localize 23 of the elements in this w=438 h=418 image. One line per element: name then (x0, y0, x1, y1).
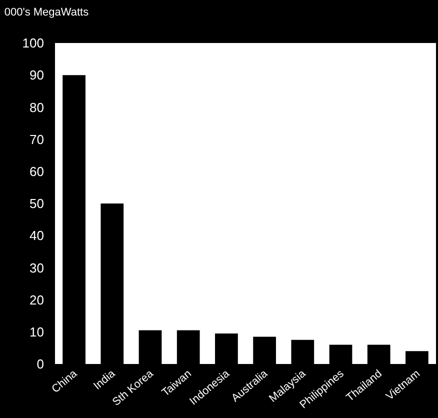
chart-title: 000's MegaWatts (4, 6, 90, 19)
y-tick-label: 20 (30, 292, 44, 308)
bar (138, 330, 162, 364)
bar (215, 334, 238, 364)
bar (367, 344, 390, 364)
bar (406, 351, 428, 364)
y-tick-label: 80 (30, 100, 44, 115)
bar (176, 330, 200, 364)
x-tick-label: India (92, 367, 118, 392)
y-tick-label: 10 (30, 324, 44, 340)
bar (253, 336, 276, 364)
bar (100, 204, 124, 364)
bar (291, 340, 314, 364)
y-tick-label: 0 (36, 356, 44, 372)
y-tick-label: 40 (30, 228, 44, 244)
y-tick-label: 100 (22, 36, 44, 51)
y-tick-label: 90 (30, 68, 44, 83)
y-tick-label: 50 (30, 196, 44, 212)
y-tick-label: 60 (30, 164, 44, 179)
y-tick-label: 70 (30, 132, 44, 147)
y-tick-label: 30 (30, 260, 44, 276)
bar (62, 75, 86, 364)
bar (329, 344, 352, 364)
